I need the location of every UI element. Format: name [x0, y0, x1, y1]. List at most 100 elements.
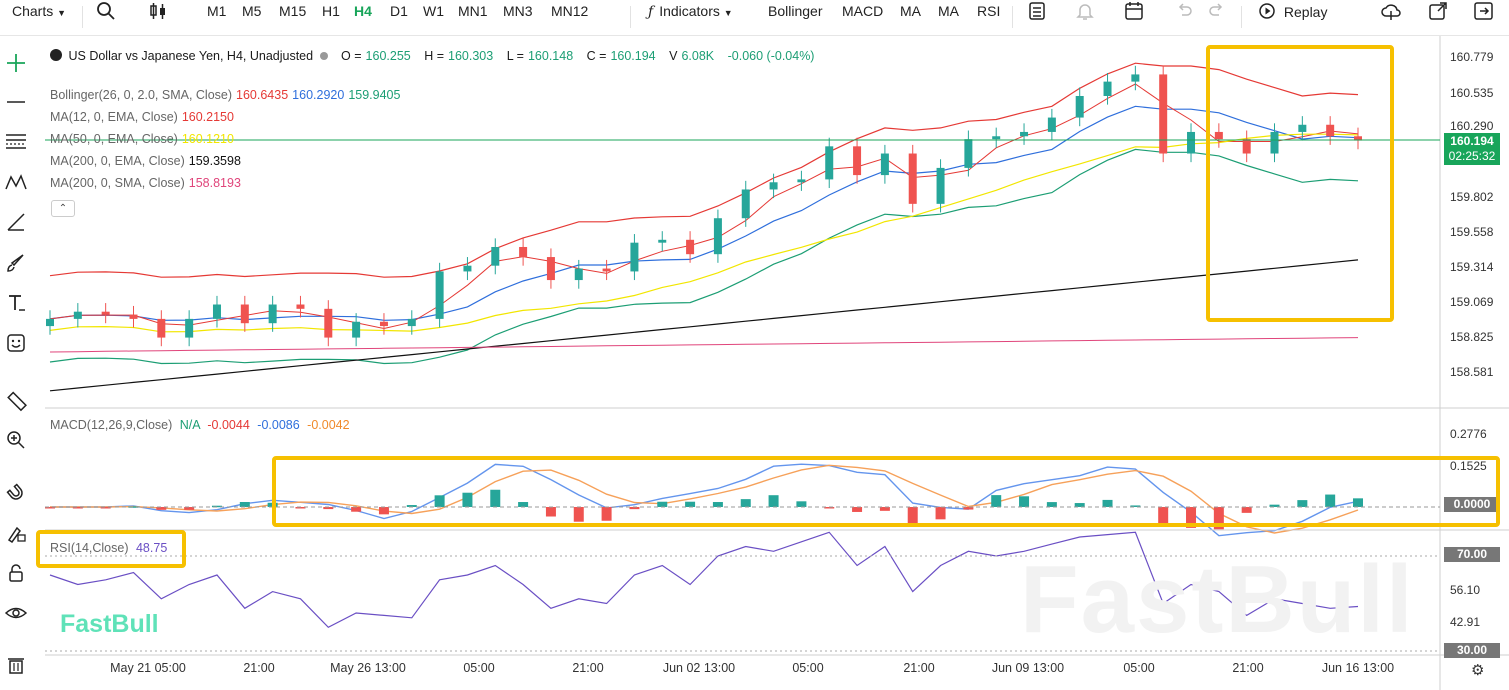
- shortcut-ma[interactable]: MA: [900, 3, 921, 19]
- legend-ma200-sma-label: MA(200, 0, SMA, Close): [50, 176, 185, 190]
- tf-D1[interactable]: D1: [390, 3, 408, 19]
- candle-body: [1075, 95, 1084, 118]
- ruler-icon[interactable]: [3, 388, 29, 414]
- settings-gear-icon[interactable]: ⚙: [1471, 662, 1485, 679]
- brush-icon[interactable]: [3, 250, 29, 276]
- zoom-in-icon[interactable]: [3, 427, 29, 453]
- macd-histogram-bar: [211, 505, 222, 508]
- legend-ma12[interactable]: MA(12, 0, EMA, Close) 160.2150: [50, 110, 234, 125]
- draw-lock-icon[interactable]: [3, 520, 29, 546]
- search-icon[interactable]: [96, 0, 116, 36]
- candle-body: [407, 318, 416, 327]
- macd-histogram-bar: [72, 507, 83, 509]
- usd-jpy-flag-icon: [50, 49, 62, 61]
- x-tick: 05:00: [1123, 661, 1155, 675]
- price-tick: 160.779: [1450, 50, 1494, 64]
- legend-ma200-sma[interactable]: MA(200, 0, SMA, Close) 158.8193: [50, 176, 241, 191]
- horizontal-line-icon[interactable]: [3, 89, 29, 115]
- legend-ma200-ema[interactable]: MA(200, 0, EMA, Close) 159.3598: [50, 154, 241, 169]
- macd-histogram-bar: [1353, 498, 1363, 507]
- legend-macd[interactable]: MACD(12,26,9,Close) N/A -0.0044 -0.0086 …: [50, 418, 350, 433]
- template-icon[interactable]: [1027, 0, 1047, 36]
- tf-MN3[interactable]: MN3: [503, 3, 533, 19]
- x-tick: 21:00: [243, 661, 275, 675]
- cloud-icon[interactable]: [1380, 0, 1402, 36]
- candle-body: [324, 308, 333, 338]
- candle-body: [686, 239, 695, 255]
- fib-lines-icon[interactable]: [3, 128, 29, 154]
- rsi-value: 48.75: [135, 541, 168, 555]
- popout-icon[interactable]: [1428, 0, 1448, 36]
- candle-body: [1298, 124, 1307, 132]
- x-tick: 21:00: [903, 661, 935, 675]
- tf-W1[interactable]: W1: [423, 3, 444, 19]
- last-price: 160.194: [1450, 134, 1494, 148]
- macd-tick: 0.2776: [1450, 427, 1487, 441]
- tf-M15[interactable]: M15: [279, 3, 307, 19]
- macd-histogram-bar: [1019, 496, 1030, 507]
- shortcut-macd[interactable]: MACD: [842, 3, 884, 19]
- tf-M1[interactable]: M1: [207, 3, 227, 19]
- alert-icon[interactable]: [1075, 0, 1095, 36]
- tf-H1[interactable]: H1: [322, 3, 340, 19]
- x-tick: Jun 09 13:00: [991, 661, 1065, 675]
- tf-MN12[interactable]: MN12: [551, 3, 589, 19]
- replay-label: Replay: [1283, 4, 1328, 20]
- macd-histogram-bar: [963, 507, 974, 510]
- bb-upper-value: 160.6435: [236, 88, 289, 102]
- shortcut-rsi[interactable]: RSI: [977, 3, 1001, 19]
- macd-signal-value: -0.0042: [307, 418, 350, 432]
- candle-body: [519, 246, 528, 258]
- bollinger-bands: [49, 62, 1359, 392]
- undo-icon[interactable]: [1176, 0, 1194, 36]
- candle-body: [268, 304, 277, 324]
- macd-na-value: N/A: [179, 418, 200, 432]
- text-tool-icon[interactable]: [3, 290, 29, 316]
- ma12-line: [49, 83, 1359, 330]
- lock-icon[interactable]: [3, 560, 29, 586]
- candle-body: [1214, 131, 1223, 140]
- open-label: O =: [341, 49, 362, 63]
- indicators-menu[interactable]: ƒ Indicators ▼: [648, 0, 733, 36]
- tf-H4[interactable]: H4: [354, 3, 372, 19]
- legend-bollinger[interactable]: Bollinger(26, 0, 2.0, SMA, Close) 160.643…: [50, 88, 400, 103]
- emoji-icon[interactable]: [3, 330, 29, 356]
- replay-icon: [1259, 3, 1275, 19]
- tf-MN1[interactable]: MN1: [458, 3, 488, 19]
- chevron-down-icon: ▼: [723, 8, 733, 18]
- candle-body: [491, 246, 500, 266]
- symbol-title: US Dollar vs Japanese Yen, H4, Unadjuste…: [68, 49, 314, 63]
- exit-icon[interactable]: [1473, 0, 1495, 36]
- macd-pane: [45, 463, 1363, 537]
- chevron-down-icon: ▼: [57, 8, 67, 18]
- shortcut-ma-2[interactable]: MA: [938, 3, 959, 19]
- legend-rsi[interactable]: RSI(14,Close) 48.75: [50, 541, 167, 556]
- charts-menu[interactable]: Charts ▼: [12, 0, 66, 36]
- crosshair-icon[interactable]: [3, 50, 29, 76]
- bb-lower-line: [49, 148, 1359, 365]
- candle-body: [853, 146, 862, 176]
- rsi-tick: 56.10: [1450, 583, 1481, 597]
- candles-icon[interactable]: [148, 0, 168, 36]
- macd-histogram-bar: [545, 507, 556, 517]
- redo-icon[interactable]: [1207, 0, 1225, 36]
- replay-button[interactable]: Replay: [1258, 0, 1327, 36]
- macd-hist-value: -0.0044: [207, 418, 250, 432]
- candle-body: [1047, 117, 1056, 132]
- macd-histogram-bar: [657, 501, 668, 507]
- trash-icon[interactable]: [3, 652, 29, 678]
- close-value: 160.194: [610, 49, 656, 63]
- macd-histogram-bar: [1325, 494, 1336, 507]
- calendar-icon[interactable]: [1124, 0, 1146, 36]
- collapse-legend-button[interactable]: ⌃: [51, 200, 75, 217]
- macd-histogram-bar: [1158, 507, 1169, 524]
- legend-ma50[interactable]: MA(50, 0, EMA, Close) 160.1210: [50, 132, 234, 147]
- shortcut-bollinger[interactable]: Bollinger: [768, 3, 823, 19]
- magnet-icon[interactable]: [3, 480, 29, 506]
- trend-line-icon[interactable]: [3, 209, 29, 235]
- eye-icon[interactable]: [3, 600, 29, 626]
- candle-body: [1187, 131, 1196, 154]
- pattern-icon[interactable]: [3, 169, 29, 195]
- tf-M5[interactable]: M5: [242, 3, 262, 19]
